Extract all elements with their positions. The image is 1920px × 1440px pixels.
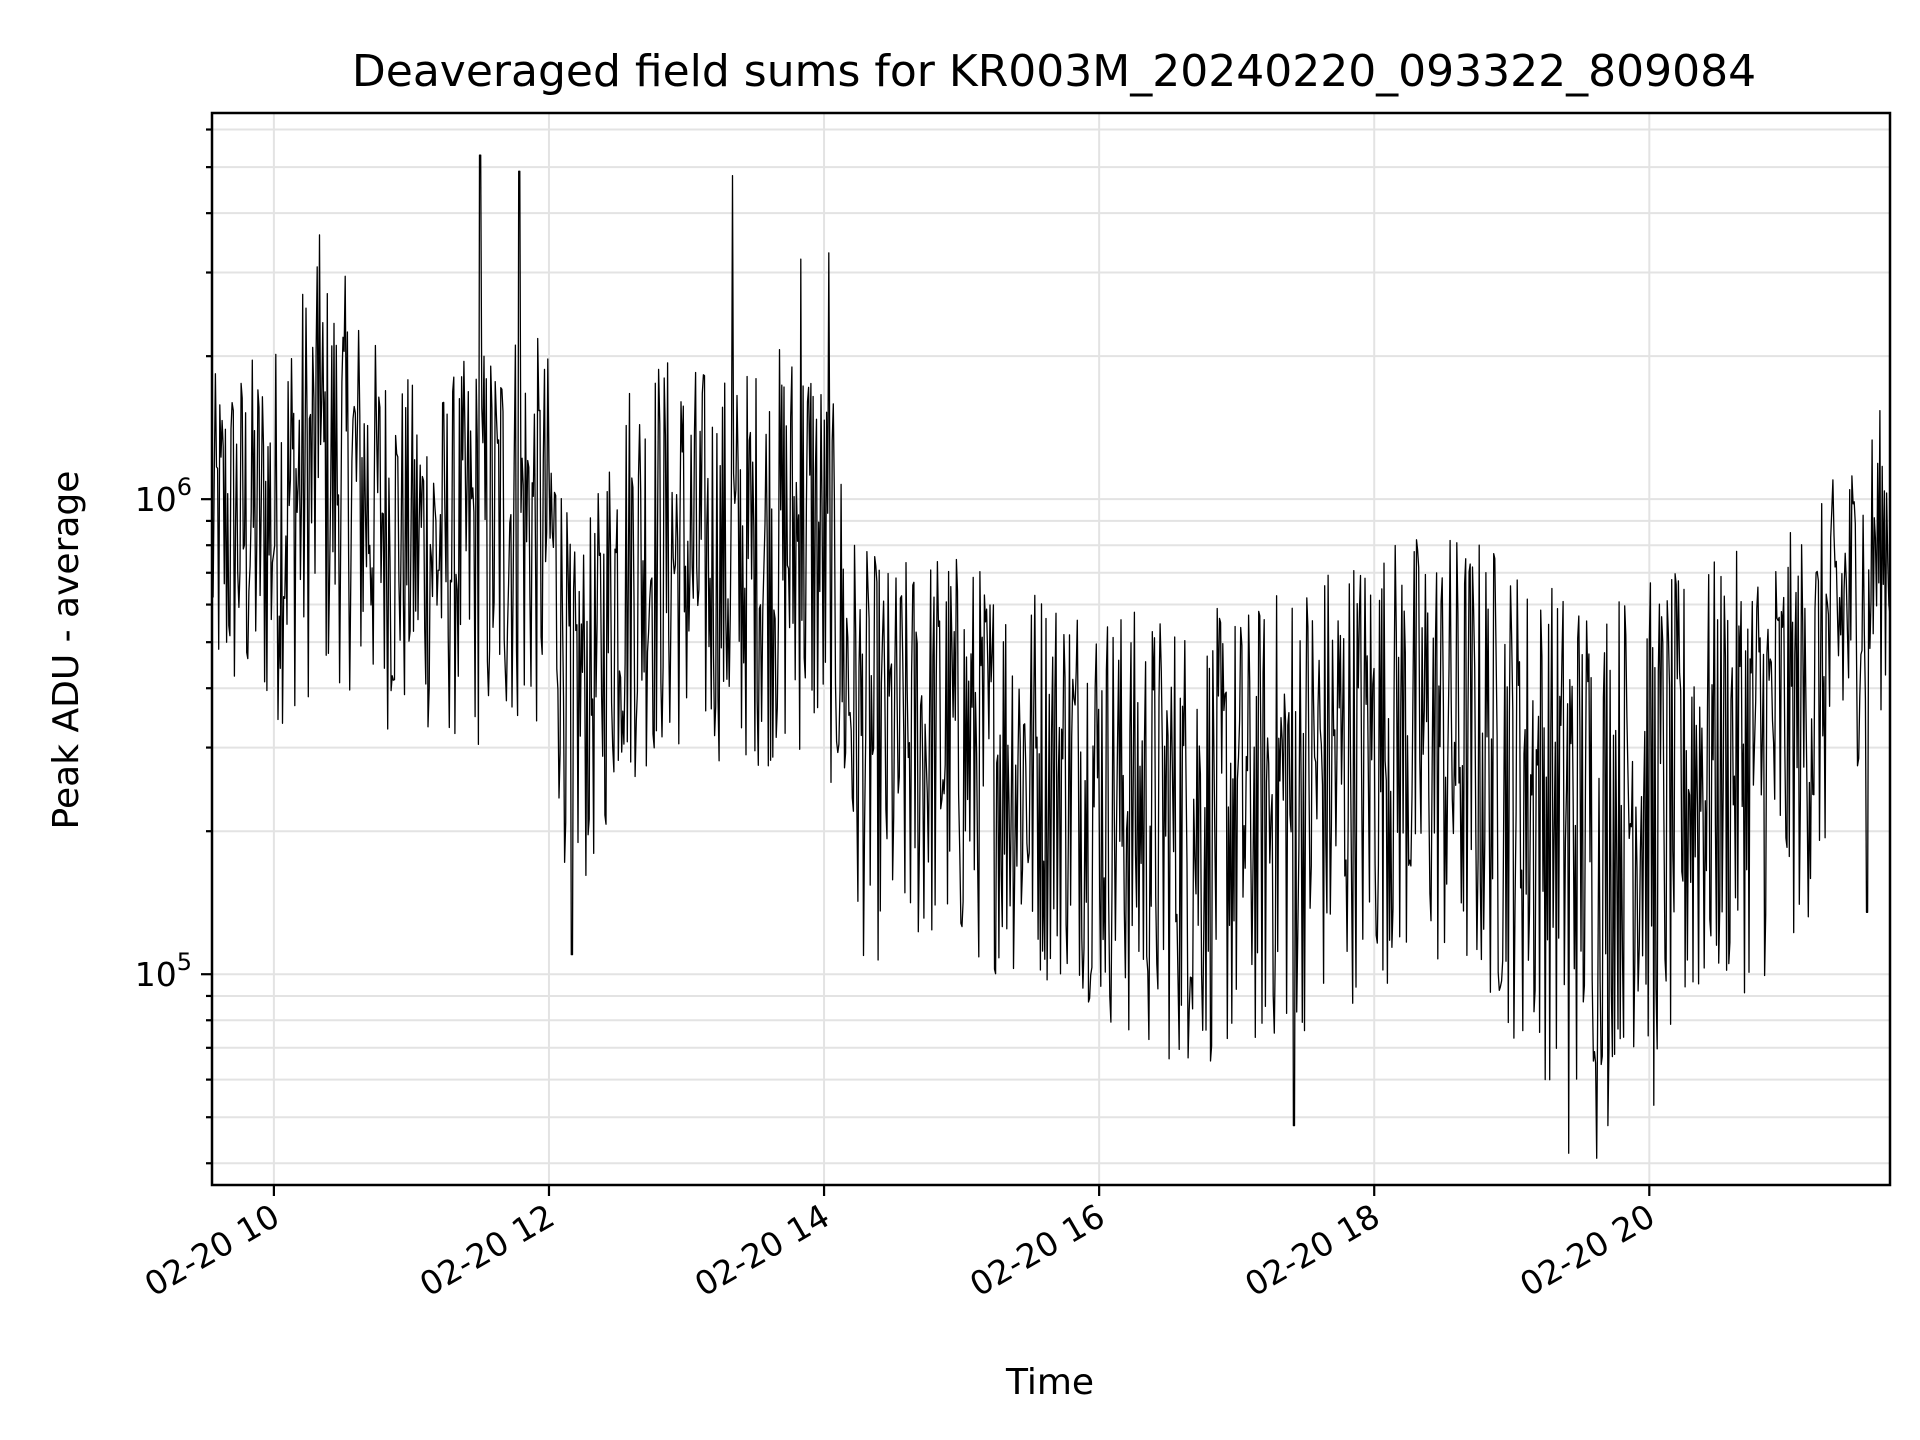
y-major-gridlines bbox=[212, 498, 1890, 976]
series-line bbox=[211, 154, 1891, 1159]
axes-frame bbox=[210, 111, 1892, 1187]
plot-area bbox=[212, 113, 1890, 1185]
y-tick-labels: 105 106 bbox=[135, 473, 192, 994]
y-minor-gridlines bbox=[212, 128, 1890, 1165]
x-axis-label: Time bbox=[1005, 1362, 1094, 1403]
y-tick-label: 106 bbox=[135, 473, 192, 519]
chart-title: Deaveraged field sums for KR003M_2024022… bbox=[352, 46, 1756, 97]
y-axis-ticks bbox=[201, 128, 212, 1165]
y-tick-label: 105 bbox=[135, 948, 192, 994]
x-axis-ticks bbox=[272, 1185, 1651, 1196]
y-axis-label: Peak ADU - average bbox=[46, 471, 87, 830]
